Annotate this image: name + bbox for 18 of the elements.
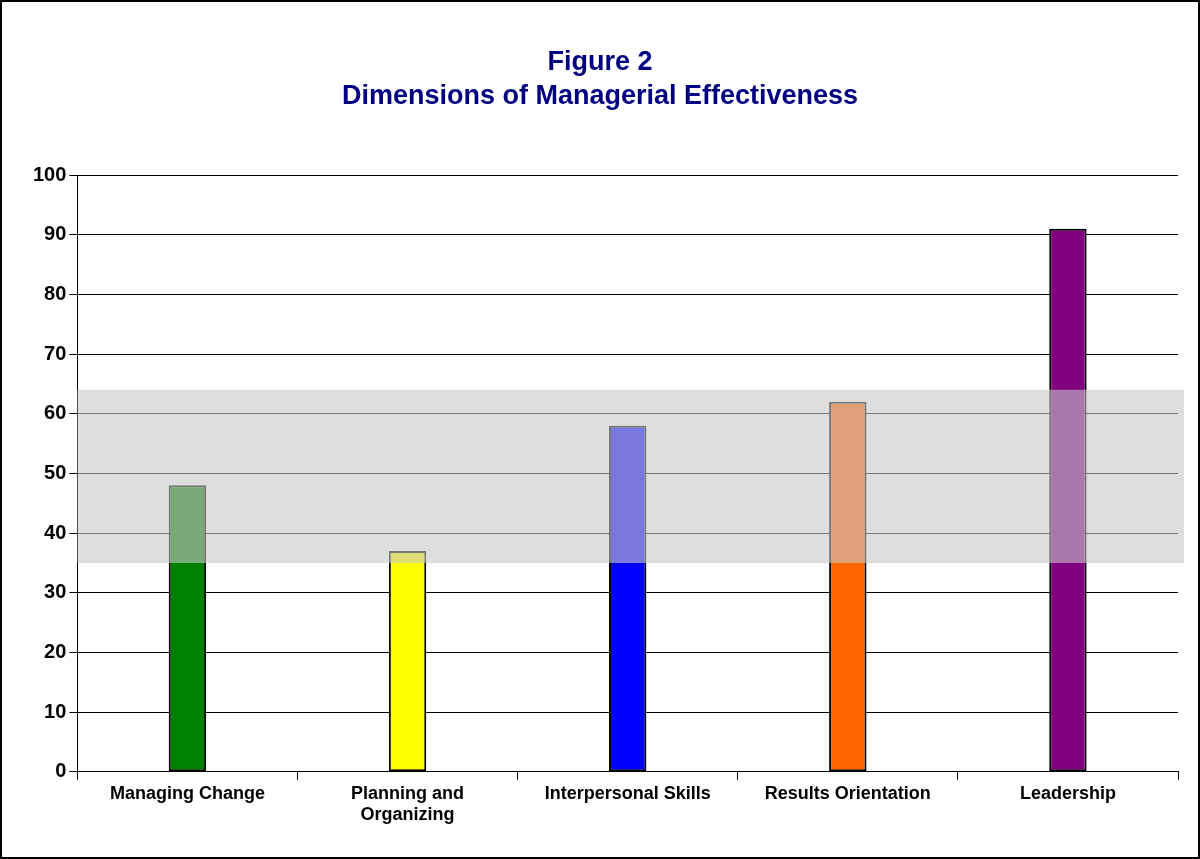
x-tick-label: Planning and Organizing [351, 782, 465, 825]
x-tick-label: Results Orientation [764, 782, 931, 803]
x-tick-label: Leadership [1019, 782, 1116, 803]
x-tick-label: Managing Change [109, 782, 265, 803]
y-tick-label: 0 [55, 759, 67, 782]
y-tick-label: 100 [32, 162, 67, 185]
y-tick-label: 60 [44, 401, 67, 424]
chart-subtitle: Dimensions of Managerial Effectiveness [340, 79, 860, 112]
chart-title: Figure 2 [546, 45, 654, 78]
y-tick-label: 40 [44, 520, 67, 543]
y-tick-label: 30 [44, 580, 67, 603]
y-tick-label: 10 [44, 699, 67, 722]
y-tick-label: 50 [44, 460, 67, 483]
y-tick-label: 20 [44, 639, 67, 662]
x-tick-label: Interpersonal Skills [544, 782, 711, 803]
y-tick-label: 90 [44, 222, 67, 245]
y-tick-label: 70 [44, 341, 67, 364]
y-tick-label: 80 [44, 281, 67, 304]
